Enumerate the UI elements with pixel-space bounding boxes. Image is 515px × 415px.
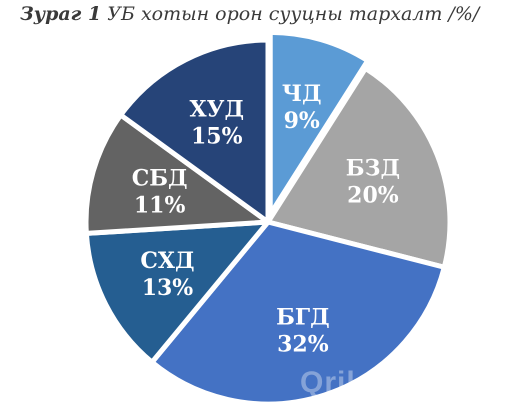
slice-name-label: БЗД	[346, 155, 400, 181]
slice-value-label: 20%	[347, 182, 399, 208]
pie-slice-6	[118, 37, 271, 225]
slice-value-label: 13%	[142, 275, 194, 301]
figure-caption: УБ хотын орон сууцны тархалт /%/	[107, 3, 480, 25]
slice-name-label: ХУД	[190, 96, 244, 122]
watermark-logo: Qrile	[300, 366, 373, 399]
pie-slices	[83, 29, 453, 407]
slice-value-label: 11%	[134, 193, 186, 219]
slice-value-label: 32%	[277, 331, 329, 357]
figure-number: Зураг 1	[20, 3, 102, 25]
chart-title: Зураг 1 УБ хотын орон сууцны тархалт /%/	[20, 3, 479, 25]
pie-slice-2	[265, 65, 453, 270]
pie-slice-5	[83, 112, 271, 236]
slice-name-label: ЧД	[282, 81, 322, 107]
slice-name-label: СХД	[140, 248, 194, 274]
slice-value-label: 15%	[191, 123, 243, 149]
slice-name-label: БГД	[276, 304, 330, 330]
pie-slice-1	[267, 29, 371, 217]
slice-value-label: 9%	[284, 108, 320, 134]
pie-slice-4	[83, 219, 271, 365]
pie-slice-3	[149, 219, 447, 407]
slice-name-label: СБД	[132, 166, 188, 192]
